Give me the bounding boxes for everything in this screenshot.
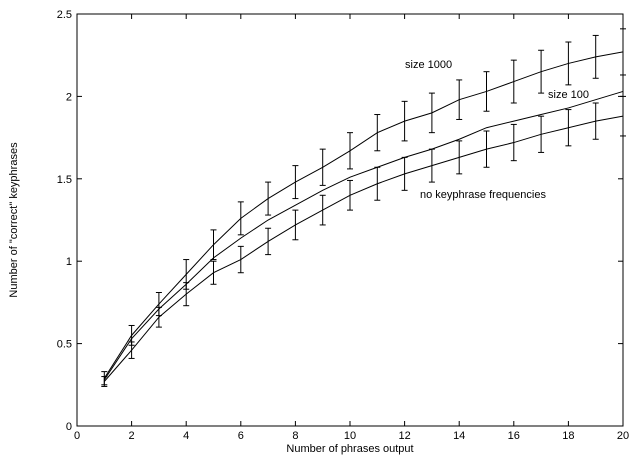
x-axis-ticks: 0 2 4 6 8 10 12 14 16 18 20 <box>74 14 629 442</box>
series-label: size 1000 <box>405 59 452 71</box>
y-tick-label: 1 <box>66 256 72 268</box>
y-tick-label: 0.5 <box>57 339 72 351</box>
x-tick-label: 16 <box>508 430 520 442</box>
y-tick-label: 2 <box>66 91 72 103</box>
x-tick-label: 6 <box>238 430 244 442</box>
series-line-0 <box>103 51 624 379</box>
x-tick-label: 12 <box>398 430 410 442</box>
y-axis-title: Number of "correct" keyphrases <box>8 142 20 298</box>
error-bars <box>101 28 626 387</box>
x-tick-label: 4 <box>183 430 189 442</box>
series-line-2 <box>103 115 624 382</box>
series-label: size 100 <box>548 89 589 101</box>
x-tick-label: 18 <box>562 430 574 442</box>
x-tick-label: 8 <box>292 430 298 442</box>
series-annotations: size 1000 size 100 no keyphrase frequencie… <box>405 59 589 201</box>
y-tick-label: 2.5 <box>57 9 72 21</box>
series-lines <box>103 51 624 382</box>
x-axis-title: Number of phrases output <box>286 443 413 455</box>
x-tick-label: 2 <box>129 430 135 442</box>
x-tick-label: 14 <box>453 430 465 442</box>
y-tick-label: 0 <box>66 421 72 433</box>
y-tick-label: 1.5 <box>57 174 72 186</box>
x-tick-label: 0 <box>74 430 80 442</box>
series-label: no keyphrase frequencies <box>420 189 546 201</box>
x-tick-label: 20 <box>617 430 629 442</box>
y-axis-ticks: 0 0.5 1 1.5 2 2.5 <box>57 9 623 433</box>
x-tick-label: 10 <box>344 430 356 442</box>
series-line-1 <box>103 90 624 381</box>
